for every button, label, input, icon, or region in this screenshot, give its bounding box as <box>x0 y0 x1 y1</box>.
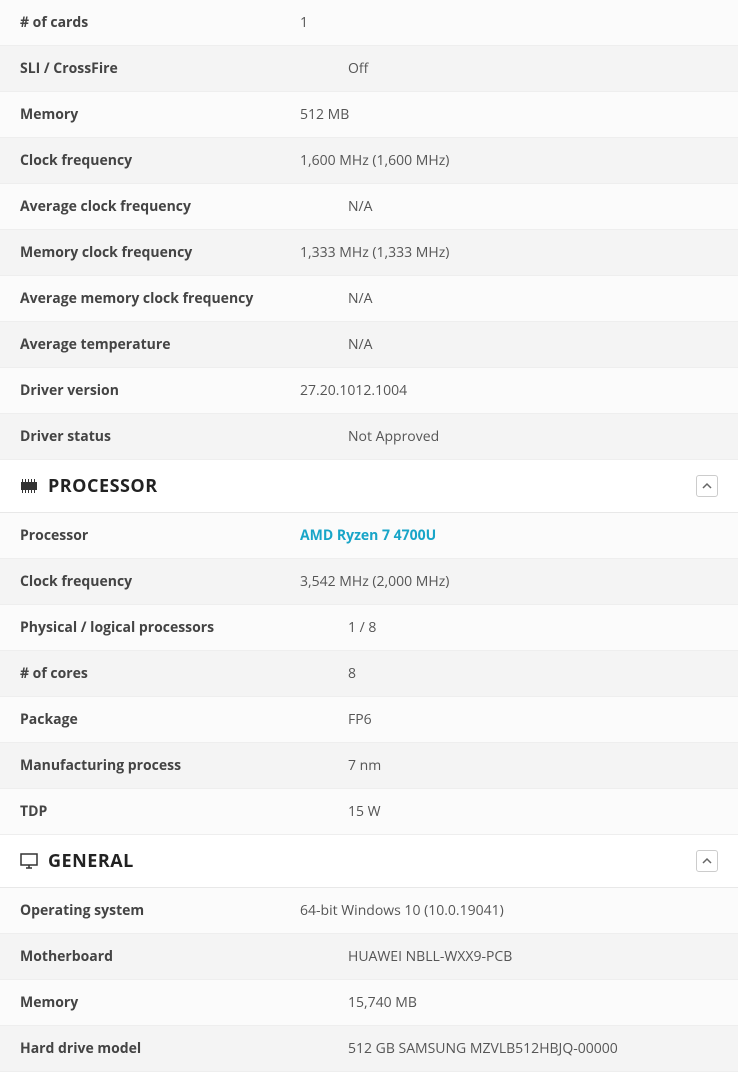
chevron-up-icon <box>702 852 712 871</box>
processor-section-header[interactable]: PROCESSOR <box>0 460 738 513</box>
row-value: 1 / 8 <box>300 618 718 637</box>
row-value: 15,740 MB <box>300 993 718 1012</box>
row-value: FP6 <box>300 710 718 729</box>
table-row: Clock frequency 3,542 MHz (2,000 MHz) <box>0 559 738 605</box>
section-title: PROCESSOR <box>48 474 158 498</box>
row-value: 64-bit Windows 10 (10.0.19041) <box>300 901 718 920</box>
table-row: # of cards 1 <box>0 0 738 46</box>
table-row: Physical / logical processors 1 / 8 <box>0 605 738 651</box>
row-value: Not Approved <box>300 427 718 446</box>
table-row: Hard drive model 512 GB SAMSUNG MZVLB512… <box>0 1026 738 1072</box>
row-label: # of cores <box>20 664 300 683</box>
table-row: Memory 15,740 MB <box>0 980 738 1026</box>
row-value: N/A <box>300 335 718 354</box>
row-label: Clock frequency <box>20 151 300 170</box>
row-label: Average memory clock frequency <box>20 289 300 308</box>
row-value: 3,542 MHz (2,000 MHz) <box>300 572 718 591</box>
row-label: Processor <box>20 526 300 545</box>
processor-specs-table: Processor AMD Ryzen 7 4700U Clock freque… <box>0 513 738 835</box>
row-value: HUAWEI NBLL-WXX9-PCB <box>300 947 718 966</box>
section-title: GENERAL <box>48 849 134 873</box>
table-row: # of cores 8 <box>0 651 738 697</box>
row-label: Driver status <box>20 427 300 446</box>
row-value: N/A <box>300 289 718 308</box>
row-label: Physical / logical processors <box>20 618 300 637</box>
row-label: Package <box>20 710 300 729</box>
row-label: TDP <box>20 802 300 821</box>
row-label: Average temperature <box>20 335 300 354</box>
row-label: # of cards <box>20 13 300 32</box>
table-row: Motherboard HUAWEI NBLL-WXX9-PCB <box>0 934 738 980</box>
row-value: 1 <box>300 13 718 32</box>
general-section-header[interactable]: GENERAL <box>0 835 738 888</box>
row-label: Operating system <box>20 901 300 920</box>
processor-link[interactable]: AMD Ryzen 7 4700U <box>300 526 718 545</box>
chip-icon <box>20 479 38 493</box>
table-row: Operating system 64-bit Windows 10 (10.0… <box>0 888 738 934</box>
table-row: Driver version 27.20.1012.1004 <box>0 368 738 414</box>
table-row: Average temperature N/A <box>0 322 738 368</box>
row-value: Off <box>300 59 718 78</box>
row-label: Clock frequency <box>20 572 300 591</box>
row-label: Manufacturing process <box>20 756 300 775</box>
row-value: 1,333 MHz (1,333 MHz) <box>300 243 718 262</box>
general-specs-table: Operating system 64-bit Windows 10 (10.0… <box>0 888 738 1072</box>
section-title-wrap: GENERAL <box>20 849 134 873</box>
table-row: Average memory clock frequency N/A <box>0 276 738 322</box>
row-label: Driver version <box>20 381 300 400</box>
table-row: SLI / CrossFire Off <box>0 46 738 92</box>
row-label: Hard drive model <box>20 1039 300 1058</box>
row-label: Average clock frequency <box>20 197 300 216</box>
table-row: Manufacturing process 7 nm <box>0 743 738 789</box>
section-title-wrap: PROCESSOR <box>20 474 158 498</box>
row-label: Memory <box>20 993 300 1012</box>
row-label: Memory clock frequency <box>20 243 300 262</box>
table-row: Memory 512 MB <box>0 92 738 138</box>
row-value: 8 <box>300 664 718 683</box>
row-label: SLI / CrossFire <box>20 59 300 78</box>
table-row: Package FP6 <box>0 697 738 743</box>
collapse-button[interactable] <box>696 850 718 872</box>
row-value: N/A <box>300 197 718 216</box>
table-row: TDP 15 W <box>0 789 738 835</box>
table-row: Clock frequency 1,600 MHz (1,600 MHz) <box>0 138 738 184</box>
collapse-button[interactable] <box>696 475 718 497</box>
row-value: 27.20.1012.1004 <box>300 381 718 400</box>
chevron-up-icon <box>702 477 712 496</box>
monitor-icon <box>20 853 38 869</box>
row-value: 1,600 MHz (1,600 MHz) <box>300 151 718 170</box>
table-row: Driver status Not Approved <box>0 414 738 460</box>
table-row: Processor AMD Ryzen 7 4700U <box>0 513 738 559</box>
row-value: 7 nm <box>300 756 718 775</box>
row-label: Memory <box>20 105 300 124</box>
row-value: 512 MB <box>300 105 718 124</box>
table-row: Average clock frequency N/A <box>0 184 738 230</box>
row-value: 512 GB SAMSUNG MZVLB512HBJQ-00000 <box>300 1039 718 1058</box>
row-value: 15 W <box>300 802 718 821</box>
row-label: Motherboard <box>20 947 300 966</box>
gpu-specs-table: # of cards 1 SLI / CrossFire Off Memory … <box>0 0 738 460</box>
table-row: Memory clock frequency 1,333 MHz (1,333 … <box>0 230 738 276</box>
